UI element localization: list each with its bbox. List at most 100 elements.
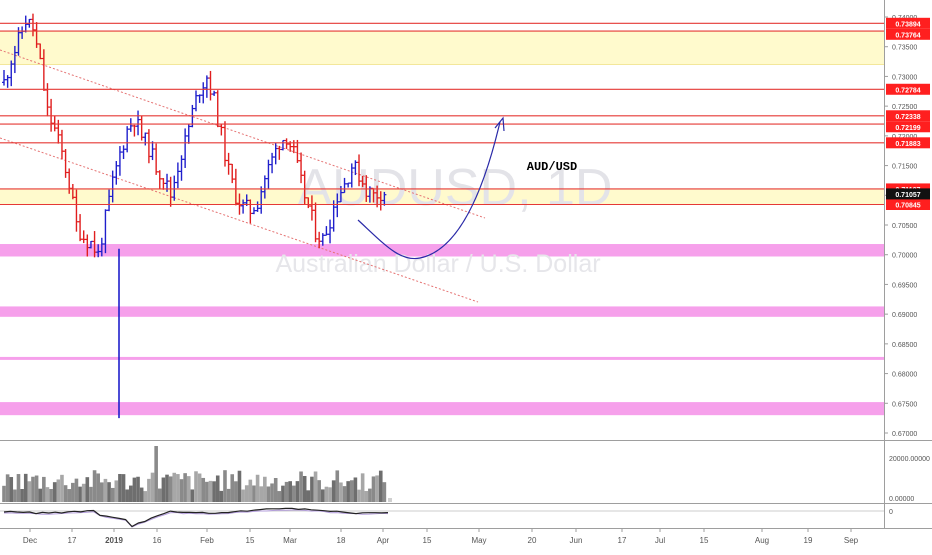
volume-axis: 20000.00000 0.00000 0 bbox=[889, 456, 930, 516]
volume-bar bbox=[20, 489, 24, 502]
level-price-label[interactable]: 0.73894 bbox=[895, 21, 920, 28]
current-price-label-bg[interactable] bbox=[886, 188, 930, 200]
trend-channel[interactable] bbox=[0, 49, 486, 303]
volume-bar bbox=[23, 473, 28, 502]
volume-bar bbox=[38, 488, 43, 502]
volume-bar bbox=[378, 470, 383, 502]
price-axis[interactable]: 0.740000.735000.730000.725000.720000.715… bbox=[884, 15, 930, 438]
volume-bar bbox=[150, 472, 155, 502]
volume-bar bbox=[81, 483, 86, 502]
level-price-label[interactable]: 0.71883 bbox=[895, 141, 920, 148]
volume-bar bbox=[147, 478, 151, 502]
volume-bar bbox=[339, 482, 343, 502]
volume-bar bbox=[143, 491, 148, 502]
volume-bar bbox=[183, 473, 187, 502]
volume-bar bbox=[295, 481, 300, 502]
volume-bar bbox=[266, 486, 271, 502]
channel-upper-line[interactable] bbox=[0, 49, 486, 219]
volume-bar bbox=[52, 482, 57, 502]
volume-bar bbox=[388, 498, 392, 502]
projection-curve bbox=[357, 121, 501, 260]
time-axis[interactable]: Dec 17 2019 16 Feb 15 Mar 18 Apr 15 May 20 Jun 17 Jul 1… bbox=[23, 528, 859, 545]
time-tick-label: Feb bbox=[200, 536, 214, 545]
level-price-label-bg[interactable] bbox=[886, 137, 930, 149]
watermark-name: Australian Dollar / U.S. Dollar bbox=[275, 250, 600, 278]
volume-bar bbox=[212, 481, 216, 502]
price-tick-label: 0.70000 bbox=[892, 253, 917, 260]
level-price-label-bg[interactable] bbox=[886, 121, 930, 133]
support-zone bbox=[0, 244, 884, 257]
annotation-label[interactable]: AUD/USD bbox=[527, 160, 577, 174]
volume-bar bbox=[154, 446, 158, 502]
volume-bar bbox=[161, 477, 166, 502]
volume-bar bbox=[292, 485, 296, 502]
time-tick-label: 15 bbox=[700, 536, 709, 545]
time-tick-label: Mar bbox=[283, 536, 297, 545]
level-price-label-bg[interactable] bbox=[886, 28, 930, 40]
volume-bar bbox=[259, 486, 264, 502]
time-tick-label: May bbox=[471, 536, 486, 545]
level-price-label-bg[interactable] bbox=[886, 17, 930, 29]
price-tick-label: 0.69500 bbox=[892, 282, 917, 289]
price-tick-label: 0.67500 bbox=[892, 401, 917, 408]
volume-bar bbox=[89, 486, 93, 502]
volume-bar bbox=[60, 474, 64, 502]
time-tick-label: Aug bbox=[755, 536, 769, 545]
level-price-label-bg[interactable] bbox=[886, 83, 930, 95]
time-tick-label: 17 bbox=[68, 536, 77, 545]
time-tick-label: 2019 bbox=[105, 536, 123, 545]
level-price-label[interactable]: 0.72338 bbox=[895, 114, 920, 121]
oscillator-main-line bbox=[3, 507, 389, 528]
volume-bar bbox=[100, 482, 104, 502]
support-zone bbox=[0, 356, 884, 360]
volume-tick-label: 20000.00000 bbox=[889, 456, 930, 463]
time-tick-label: Jul bbox=[655, 536, 665, 545]
level-price-label[interactable]: 0.72199 bbox=[895, 125, 920, 132]
current-price-label[interactable]: 0.71057 bbox=[895, 192, 920, 199]
volume-bar bbox=[237, 470, 242, 502]
volume-bar bbox=[252, 485, 256, 502]
volume-bar bbox=[197, 473, 202, 502]
volume-bar bbox=[114, 480, 119, 502]
level-price-label-bg[interactable] bbox=[886, 198, 930, 210]
level-price-label[interactable]: 0.72784 bbox=[895, 87, 920, 94]
price-tick-label: 0.68500 bbox=[892, 342, 917, 349]
volume-bar bbox=[219, 490, 224, 502]
volume-bar bbox=[31, 476, 35, 502]
volume-bar bbox=[107, 482, 111, 502]
yellow-zone bbox=[0, 188, 884, 205]
levels-layer[interactable] bbox=[0, 22, 884, 206]
volume-bar bbox=[5, 474, 10, 502]
time-tick-label: 19 bbox=[804, 536, 813, 545]
volume-bar bbox=[270, 483, 274, 502]
volume-bar bbox=[186, 476, 191, 502]
support-zone bbox=[0, 402, 884, 416]
price-tick-label: 0.70500 bbox=[892, 223, 917, 230]
channel-lower-line[interactable] bbox=[0, 137, 479, 303]
volume-bar bbox=[342, 486, 347, 502]
volume-bar bbox=[168, 476, 173, 502]
price-tick-label: 0.67000 bbox=[892, 431, 917, 438]
projection-arrow[interactable] bbox=[357, 116, 505, 260]
volume-bar bbox=[9, 477, 14, 502]
volume-bar bbox=[121, 474, 126, 502]
level-price-label[interactable]: 0.73764 bbox=[895, 32, 920, 39]
volume-bar bbox=[248, 479, 253, 502]
level-price-label[interactable]: 0.70845 bbox=[895, 202, 920, 209]
volume-bar bbox=[49, 488, 53, 502]
price-tick-label: 0.72500 bbox=[892, 104, 917, 111]
price-tick-label: 0.71500 bbox=[892, 164, 917, 171]
candle bbox=[382, 191, 387, 206]
volume-bar bbox=[364, 491, 369, 502]
level-price-label-bg[interactable] bbox=[886, 110, 930, 122]
time-tick-label: 15 bbox=[423, 536, 432, 545]
volume-bar bbox=[74, 478, 79, 502]
time-tick-label: Dec bbox=[23, 536, 37, 545]
price-tick-label: 0.73500 bbox=[892, 45, 917, 52]
oscillator-signal-line bbox=[3, 509, 389, 528]
zones-layer bbox=[0, 31, 884, 416]
volume-bar bbox=[136, 476, 140, 502]
volume-bar bbox=[110, 487, 115, 502]
time-tick-label: Apr bbox=[377, 536, 390, 545]
